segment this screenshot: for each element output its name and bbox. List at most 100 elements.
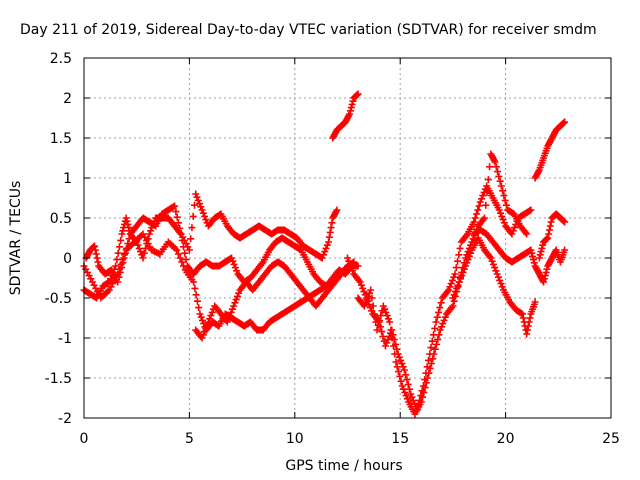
data-point [492, 267, 500, 275]
data-point [436, 304, 444, 312]
data-point [450, 291, 458, 299]
data-point [537, 248, 545, 256]
data-point [540, 278, 548, 286]
data-point [374, 321, 382, 329]
data-point [225, 315, 233, 323]
data-point [450, 297, 458, 305]
data-point [527, 246, 535, 254]
data-point [233, 292, 241, 300]
data-point [397, 356, 405, 364]
data-point [231, 299, 239, 307]
data-point [125, 224, 133, 232]
data-point [427, 360, 435, 368]
data-point [206, 315, 214, 323]
data-point [383, 339, 391, 347]
y-tick-label: 2.5 [50, 51, 72, 67]
data-point [193, 297, 201, 305]
data-point [407, 390, 415, 398]
y-tick-labels: -2 -1.5 -1 -0.5 0 0.5 1 1.5 2 2.5 [45, 51, 72, 427]
data-point [492, 163, 500, 171]
data-point [122, 214, 130, 222]
data-point [499, 216, 507, 224]
x-tick-label: 0 [80, 431, 89, 447]
data-point [467, 249, 475, 257]
data-point [379, 302, 387, 310]
data-point [544, 234, 552, 242]
data-point [370, 310, 378, 318]
data-point [540, 275, 548, 283]
plot-frame [83, 57, 612, 419]
y-tick-label: -1.5 [45, 371, 72, 387]
data-point [140, 249, 148, 257]
data-point [188, 224, 196, 232]
data-point [194, 196, 202, 204]
data-point [199, 331, 207, 339]
data-point [561, 118, 569, 126]
data-point [185, 246, 193, 254]
data-point [401, 388, 409, 396]
data-point [124, 220, 132, 228]
data-point [119, 227, 127, 235]
data-point [449, 294, 457, 302]
data-point [384, 336, 392, 344]
data-point [519, 314, 527, 322]
data-point [176, 254, 184, 262]
data-point [523, 330, 531, 338]
data-point [91, 246, 99, 254]
data-point [231, 264, 239, 272]
data-point [435, 331, 443, 339]
y-axis-label: SDTVAR / TECUs [8, 181, 24, 296]
data-point [530, 259, 538, 267]
data-point [386, 318, 394, 326]
data-point [397, 377, 405, 385]
data-point [189, 212, 197, 220]
data-point [322, 244, 330, 252]
data-point [197, 313, 205, 321]
data-point [430, 350, 438, 358]
data-point [393, 363, 401, 371]
data-point [346, 260, 354, 268]
data-point [382, 308, 390, 316]
y-tick-label: 1 [63, 171, 72, 187]
data-point [359, 284, 367, 292]
data-point [125, 235, 133, 243]
data-point [229, 257, 237, 265]
data-point [379, 332, 387, 340]
data-point [455, 278, 463, 286]
data-point [354, 90, 362, 98]
series-track-e [329, 90, 362, 142]
data-point [123, 217, 131, 225]
data-point [458, 272, 466, 280]
data-point [347, 264, 355, 272]
data-point [441, 313, 449, 321]
x-tick-label: 10 [286, 431, 304, 447]
data-point [191, 284, 199, 292]
data-point [479, 192, 487, 200]
data-point [395, 368, 403, 376]
data-point [495, 172, 503, 180]
data-point [356, 278, 364, 286]
data-point [369, 302, 377, 310]
data-point [228, 305, 236, 313]
data-point [171, 202, 179, 210]
data-point [529, 252, 537, 260]
data-point [491, 264, 499, 272]
data-point [399, 363, 407, 371]
data-point [368, 294, 376, 302]
data-point [174, 250, 182, 258]
data-point [525, 318, 533, 326]
data-point [381, 305, 389, 313]
data-point [463, 259, 471, 267]
data-point [547, 218, 555, 226]
y-tick-label: 0 [63, 251, 72, 267]
data-point [543, 265, 551, 273]
data-point [431, 345, 439, 353]
data-point [325, 233, 333, 241]
data-point [179, 243, 187, 251]
data-point [398, 382, 406, 390]
data-point [527, 206, 535, 214]
data-point [561, 246, 569, 254]
data-point [400, 366, 408, 374]
data-point [346, 110, 354, 118]
data-point [178, 258, 186, 266]
